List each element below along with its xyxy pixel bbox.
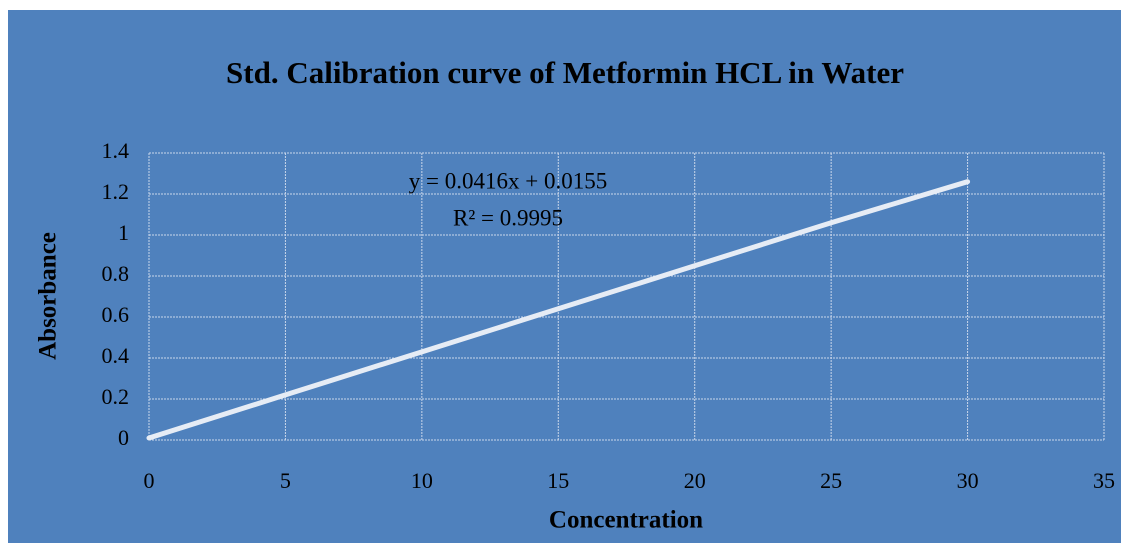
y-tick-label: 0.6 (102, 302, 130, 327)
x-tick-label: 25 (820, 468, 842, 493)
y-axis-label: Absorbance (35, 232, 62, 360)
x-tick-label: 10 (411, 468, 433, 493)
y-tick-label: 0.4 (102, 343, 130, 368)
y-tick-label: 0 (118, 425, 129, 450)
y-tick-label: 1.2 (102, 179, 130, 204)
r-squared: R² = 0.9995 (453, 205, 563, 230)
x-tick-label: 0 (144, 468, 155, 493)
y-tick-label: 1.4 (102, 138, 130, 163)
y-tick-label: 1 (118, 220, 129, 245)
chart-title: Std. Calibration curve of Metformin HCL … (226, 55, 904, 90)
x-tick-label: 30 (957, 468, 979, 493)
y-tick-label: 0.2 (102, 384, 130, 409)
x-tick-label: 5 (280, 468, 291, 493)
x-tick-label: 20 (684, 468, 706, 493)
x-tick-label: 15 (547, 468, 569, 493)
x-tick-label: 35 (1093, 468, 1115, 493)
equation: y = 0.0416x + 0.0155 (409, 168, 607, 193)
data-line (146, 179, 971, 441)
y-tick-label: 0.8 (102, 261, 130, 286)
x-axis-label: Concentration (549, 507, 703, 534)
